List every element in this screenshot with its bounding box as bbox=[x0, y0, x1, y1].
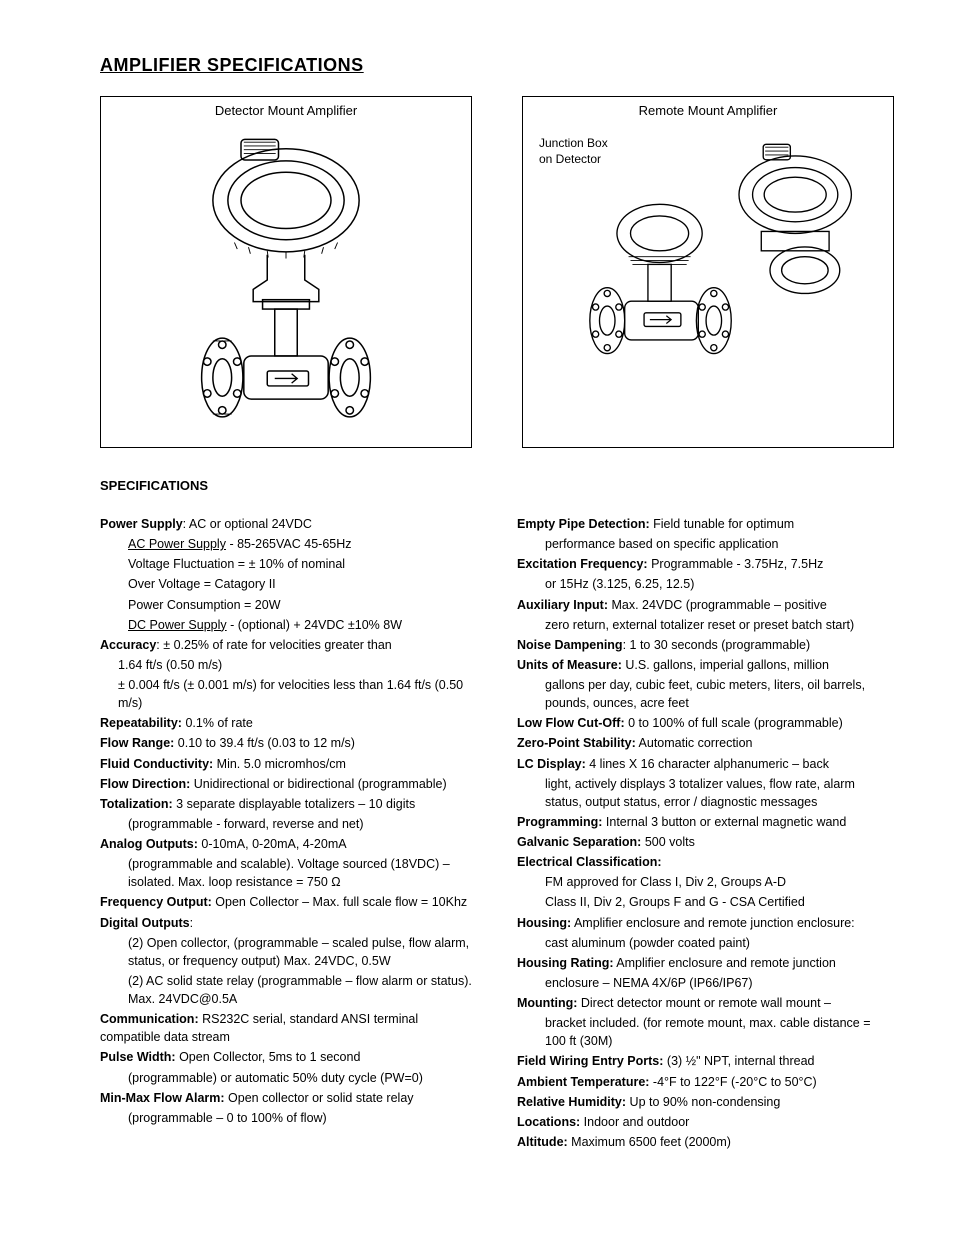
spec-line: bracket included. (for remote mount, max… bbox=[545, 1014, 894, 1050]
spec-line: Accuracy: ± 0.25% of rate for velocities… bbox=[100, 636, 477, 654]
spec-line: Class II, Div 2, Groups F and G - CSA Ce… bbox=[545, 893, 894, 911]
figure-row: Detector Mount Amplifier bbox=[100, 96, 894, 448]
spec-line: zero return, external totalizer reset or… bbox=[545, 616, 894, 634]
spec-line: Housing Rating: Amplifier enclosure and … bbox=[517, 954, 894, 972]
spec-line: Auxiliary Input: Max. 24VDC (programmabl… bbox=[517, 596, 894, 614]
spec-line: performance based on specific applicatio… bbox=[545, 535, 894, 553]
detector-mount-illustration bbox=[111, 122, 461, 437]
spec-line: Min-Max Flow Alarm: Open collector or so… bbox=[100, 1089, 477, 1107]
spec-line: gallons per day, cubic feet, cubic meter… bbox=[545, 676, 894, 712]
spec-line: Analog Outputs: 0-10mA, 0-20mA, 4-20mA bbox=[100, 835, 477, 853]
junction-line2: on Detector bbox=[539, 152, 601, 166]
spec-line: Pulse Width: Open Collector, 5ms to 1 se… bbox=[100, 1048, 477, 1066]
spec-line: Power Consumption = 20W bbox=[128, 596, 477, 614]
spec-line: Flow Direction: Unidirectional or bidire… bbox=[100, 775, 477, 793]
spec-line: Field Wiring Entry Ports: (3) ½" NPT, in… bbox=[517, 1052, 894, 1070]
spec-line: Electrical Classification: bbox=[517, 853, 894, 871]
spec-line: Digital Outputs: bbox=[100, 914, 477, 932]
page-title: AMPLIFIER SPECIFICATIONS bbox=[100, 55, 894, 76]
spec-line: Programming: Internal 3 button or extern… bbox=[517, 813, 894, 831]
spec-line: ± 0.004 ft/s (± 0.001 m/s) for velocitie… bbox=[118, 676, 477, 712]
spec-line: Empty Pipe Detection: Field tunable for … bbox=[517, 515, 894, 533]
spec-line: (programmable – 0 to 100% of flow) bbox=[128, 1109, 477, 1127]
spec-line: Totalization: 3 separate displayable tot… bbox=[100, 795, 477, 813]
spec-line: LC Display: 4 lines X 16 character alpha… bbox=[517, 755, 894, 773]
spec-line: Noise Dampening: 1 to 30 seconds (progra… bbox=[517, 636, 894, 654]
junction-box-label: Junction Box on Detector bbox=[539, 136, 608, 167]
spec-line: Flow Range: 0.10 to 39.4 ft/s (0.03 to 1… bbox=[100, 734, 477, 752]
spec-line: Locations: Indoor and outdoor bbox=[517, 1113, 894, 1131]
spec-line: Communication: RS232C serial, standard A… bbox=[100, 1010, 477, 1046]
spec-line: (programmable - forward, reverse and net… bbox=[128, 815, 477, 833]
spec-line: or 15Hz (3.125, 6.25, 12.5) bbox=[545, 575, 894, 593]
spec-columns: Power Supply: AC or optional 24VDC AC Pow… bbox=[100, 515, 894, 1153]
spec-line: 1.64 ft/s (0.50 m/s) bbox=[118, 656, 477, 674]
spec-line: Units of Measure: U.S. gallons, imperial… bbox=[517, 656, 894, 674]
spec-line: (2) Open collector, (programmable – scal… bbox=[128, 934, 477, 970]
spec-line: Over Voltage = Catagory II bbox=[128, 575, 477, 593]
spec-line: Fluid Conductivity: Min. 5.0 micromhos/c… bbox=[100, 755, 477, 773]
spec-line: light, actively displays 3 totalizer val… bbox=[545, 775, 894, 811]
spec-col-left: Power Supply: AC or optional 24VDC AC Pow… bbox=[100, 515, 477, 1153]
spec-line: (2) AC solid state relay (programmable –… bbox=[128, 972, 477, 1008]
figure-remote-mount: Remote Mount Amplifier Junction Box on D… bbox=[522, 96, 894, 448]
spec-col-right: Empty Pipe Detection: Field tunable for … bbox=[517, 515, 894, 1153]
spec-line: Housing: Amplifier enclosure and remote … bbox=[517, 914, 894, 932]
spec-line: (programmable) or automatic 50% duty cyc… bbox=[128, 1069, 477, 1087]
spec-line: Excitation Frequency: Programmable - 3.7… bbox=[517, 555, 894, 573]
spec-line: Voltage Fluctuation = ± 10% of nominal bbox=[128, 555, 477, 573]
spec-line: cast aluminum (powder coated paint) bbox=[545, 934, 894, 952]
spec-line: Relative Humidity: Up to 90% non-condens… bbox=[517, 1093, 894, 1111]
spec-line: enclosure – NEMA 4X/6P (IP66/IP67) bbox=[545, 974, 894, 992]
spec-line: Repeatability: 0.1% of rate bbox=[100, 714, 477, 732]
figure-detector-mount: Detector Mount Amplifier bbox=[100, 96, 472, 448]
figure-label-right: Remote Mount Amplifier bbox=[639, 103, 778, 118]
junction-line1: Junction Box bbox=[539, 136, 608, 150]
spec-line: (programmable and scalable). Voltage sou… bbox=[128, 855, 477, 891]
specifications-heading: SPECIFICATIONS bbox=[100, 478, 894, 493]
spec-line: Altitude: Maximum 6500 feet (2000m) bbox=[517, 1133, 894, 1151]
spec-line: Zero-Point Stability: Automatic correcti… bbox=[517, 734, 894, 752]
figure-label-left: Detector Mount Amplifier bbox=[215, 103, 357, 118]
spec-line: Ambient Temperature: -4°F to 122°F (-20°… bbox=[517, 1073, 894, 1091]
spec-page: AMPLIFIER SPECIFICATIONS Detector Mount … bbox=[0, 0, 954, 1235]
spec-line: Mounting: Direct detector mount or remot… bbox=[517, 994, 894, 1012]
spec-line: Galvanic Separation: 500 volts bbox=[517, 833, 894, 851]
spec-line: Power Supply: AC or optional 24VDC bbox=[100, 515, 477, 533]
spec-line: Low Flow Cut-Off: 0 to 100% of full scal… bbox=[517, 714, 894, 732]
spec-line: AC Power Supply - 85-265VAC 45-65Hz bbox=[128, 535, 477, 553]
spec-line: DC Power Supply - (optional) + 24VDC ±10… bbox=[128, 616, 477, 634]
spec-line: Frequency Output: Open Collector – Max. … bbox=[100, 893, 477, 911]
spec-line: FM approved for Class I, Div 2, Groups A… bbox=[545, 873, 894, 891]
